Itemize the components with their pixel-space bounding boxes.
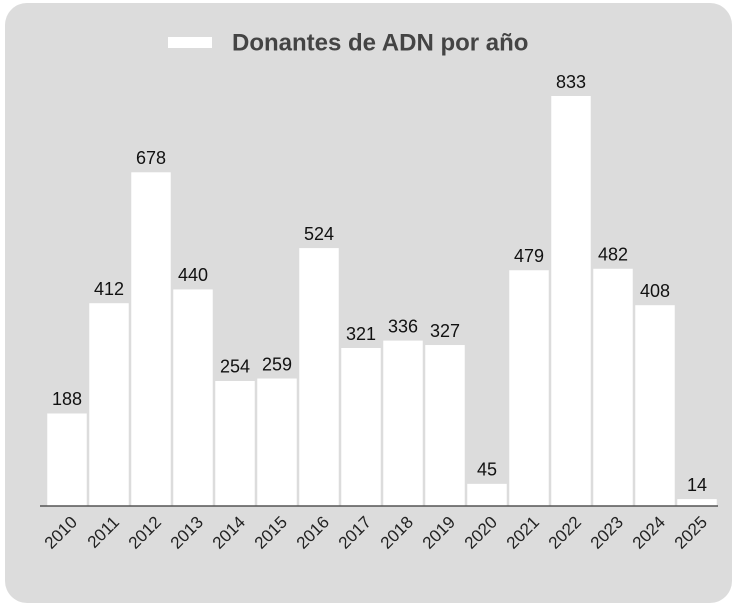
bar — [509, 270, 549, 506]
bar — [635, 305, 675, 506]
data-label: 678 — [136, 148, 166, 168]
bar — [593, 268, 633, 506]
data-label: 254 — [220, 357, 250, 377]
bar — [299, 248, 339, 506]
legend-label: Donantes de ADN por año — [232, 29, 528, 56]
bar — [131, 172, 171, 506]
data-label: 479 — [514, 246, 544, 266]
data-label: 188 — [52, 389, 82, 409]
data-label: 327 — [430, 321, 460, 341]
data-label: 833 — [556, 72, 586, 92]
data-label: 408 — [640, 281, 670, 301]
bar — [467, 483, 507, 506]
data-label: 524 — [304, 224, 334, 244]
data-label: 45 — [477, 460, 497, 480]
bar — [551, 96, 591, 506]
data-label: 321 — [346, 324, 376, 344]
data-label: 336 — [388, 316, 418, 336]
data-label: 482 — [598, 245, 628, 265]
bar — [47, 413, 87, 506]
bar — [425, 345, 465, 506]
bar — [173, 289, 213, 506]
legend-swatch — [168, 37, 212, 48]
data-label: 14 — [687, 475, 707, 495]
data-label: 412 — [94, 279, 124, 299]
bar — [383, 340, 423, 506]
bar — [257, 378, 297, 506]
bar — [341, 348, 381, 506]
bar — [89, 303, 129, 506]
data-label: 440 — [178, 265, 208, 285]
bar — [215, 380, 255, 506]
bar — [677, 499, 717, 506]
data-label: 259 — [262, 354, 292, 374]
